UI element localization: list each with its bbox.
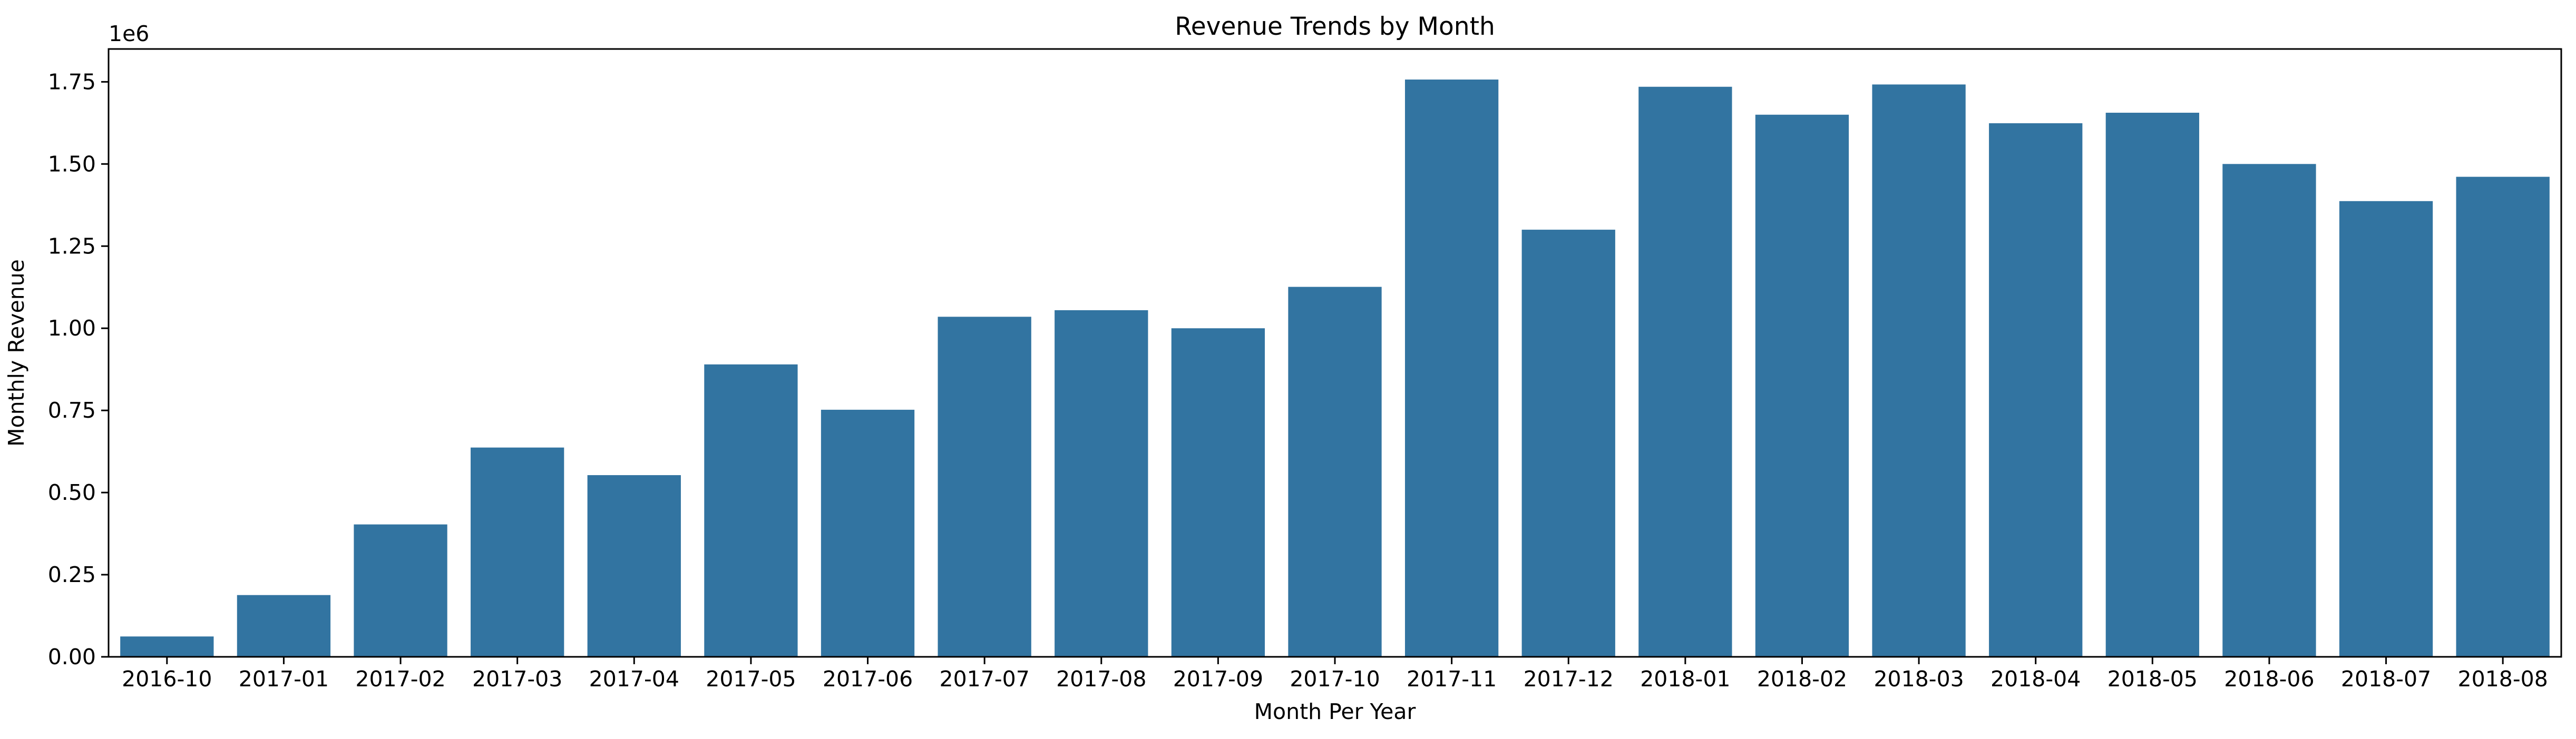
x-axis-title: Month Per Year <box>1254 699 1416 724</box>
x-tick-label: 2017-11 <box>1407 666 1497 692</box>
x-tick-label: 2018-08 <box>2458 666 2548 692</box>
x-tick-label: 2017-06 <box>823 666 913 692</box>
x-tick-label: 2018-06 <box>2224 666 2314 692</box>
x-tick-label: 2018-01 <box>1640 666 1730 692</box>
x-tick-label: 2017-07 <box>939 666 1029 692</box>
bar-2018-05 <box>2105 113 2199 657</box>
y-tick-label: 1.50 <box>48 151 96 176</box>
bar-2017-10 <box>1288 287 1382 657</box>
bar-2018-03 <box>1872 84 1966 657</box>
bar-2017-07 <box>938 317 1031 657</box>
bar-2017-05 <box>704 364 798 657</box>
x-tick-label: 2017-09 <box>1173 666 1263 692</box>
x-tick-label: 2017-12 <box>1524 666 1614 692</box>
bar-2018-07 <box>2339 201 2433 657</box>
x-tick-label: 2017-02 <box>355 666 445 692</box>
bar-2017-03 <box>471 447 564 657</box>
y-tick-label: 1.00 <box>48 316 96 341</box>
bar-2018-06 <box>2222 164 2316 657</box>
y-axis-title: Monthly Revenue <box>4 259 29 447</box>
x-tick-label: 2017-04 <box>589 666 679 692</box>
bars-group <box>120 80 2550 657</box>
bar-2017-09 <box>1171 328 1265 657</box>
x-tick-label: 2017-03 <box>472 666 562 692</box>
x-tick-label: 2018-03 <box>1874 666 1964 692</box>
bar-2017-06 <box>821 409 915 657</box>
plot-area-frame <box>108 48 2562 658</box>
x-tick-label: 2018-02 <box>1757 666 1847 692</box>
x-axis-ticks: 2016-10 2017-01 2017-02 2017-03 2017-04 2017-… <box>122 657 2548 692</box>
x-tick-label: 2017-01 <box>239 666 329 692</box>
x-tick-label: 2018-07 <box>2341 666 2431 692</box>
bar-2018-01 <box>1638 86 1732 657</box>
bar-2018-02 <box>1755 114 1849 657</box>
x-tick-label: 2017-05 <box>706 666 796 692</box>
bar-2017-12 <box>1521 230 1615 657</box>
bar-2017-04 <box>587 475 681 657</box>
x-tick-label: 2018-05 <box>2107 666 2198 692</box>
chart-title: Revenue Trends by Month <box>1175 12 1495 41</box>
y-tick-label: 0.50 <box>48 480 96 505</box>
y-axis-ticks: 0.00 0.25 0.50 0.75 1.00 1.25 1.50 1.75 <box>48 69 109 669</box>
bar-2017-08 <box>1055 310 1148 657</box>
bar-2018-08 <box>2456 176 2550 657</box>
x-tick-label: 2017-08 <box>1056 666 1146 692</box>
y-tick-label: 1.25 <box>48 233 96 259</box>
x-tick-label: 2016-10 <box>122 666 212 692</box>
bar-2016-10 <box>120 636 214 657</box>
bar-2017-11 <box>1404 80 1499 657</box>
bar-2017-01 <box>237 595 331 657</box>
bar-2017-02 <box>354 524 447 657</box>
y-tick-label: 0.00 <box>48 644 96 669</box>
bar-2018-04 <box>1989 123 2083 657</box>
y-tick-label: 0.25 <box>48 562 96 587</box>
y-tick-label: 1.75 <box>48 69 96 94</box>
x-tick-label: 2017-10 <box>1290 666 1380 692</box>
y-tick-label: 0.75 <box>48 398 96 423</box>
x-tick-label: 2018-04 <box>1990 666 2081 692</box>
y-axis-offset-label: 1e6 <box>109 21 149 46</box>
